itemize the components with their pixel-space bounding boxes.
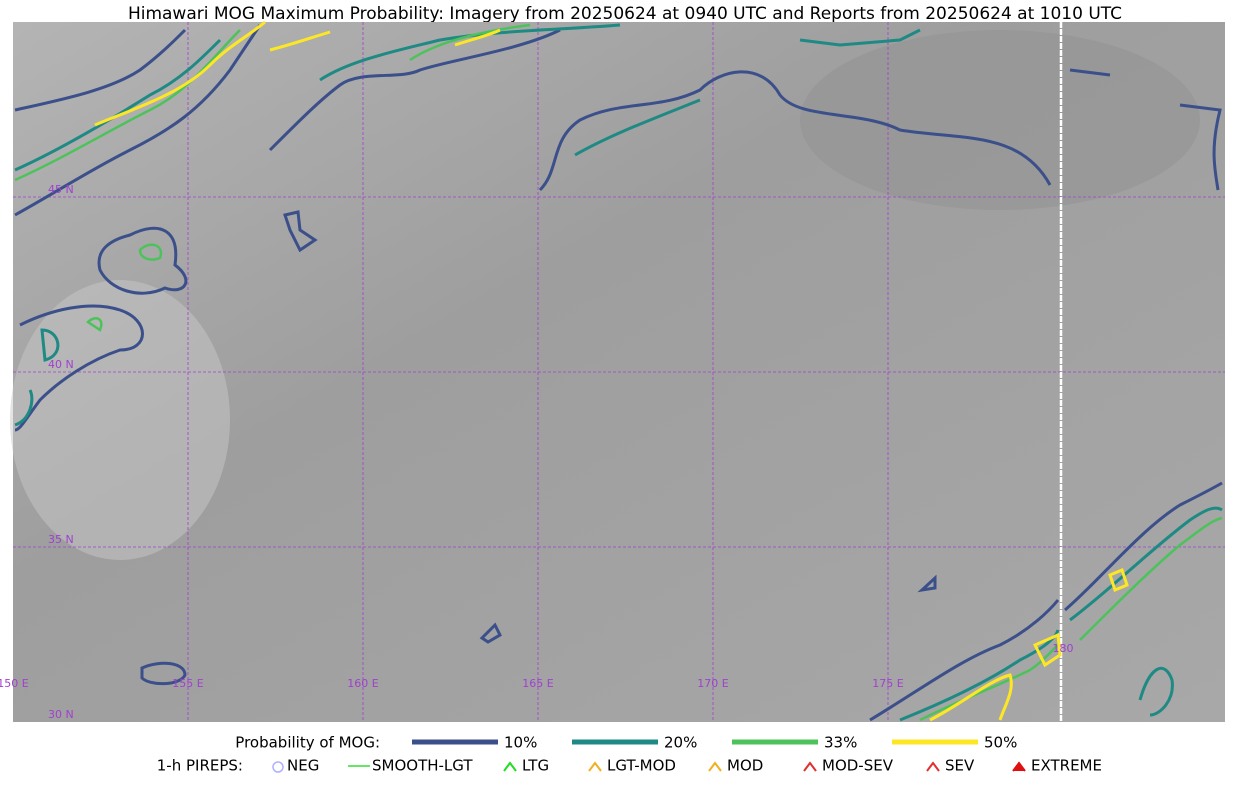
- pirep-label: LTG: [522, 757, 549, 775]
- lon-label: 175 E: [872, 677, 903, 690]
- lat-label: 40 N: [48, 358, 74, 371]
- lon-label: 160 E: [347, 677, 378, 690]
- lat-label: 35 N: [48, 533, 74, 546]
- lon-label: 165 E: [522, 677, 553, 690]
- pirep-label: MOD: [727, 757, 763, 775]
- legend-label: 10%: [504, 734, 537, 752]
- pirep-icon: [272, 761, 284, 773]
- legend-label: 33%: [824, 734, 857, 752]
- pirep-label: LGT-MOD: [607, 757, 676, 775]
- contours: [14, 20, 1223, 722]
- legend-label: 50%: [984, 734, 1017, 752]
- pirep-icon: [926, 761, 940, 772]
- pirep-label: SEV: [945, 757, 975, 775]
- pirep-label: NEG: [287, 757, 319, 775]
- lon-label: 170 E: [697, 677, 728, 690]
- lon-label: 180: [1053, 642, 1074, 655]
- pireps-title: 1-h PIREPS:: [157, 757, 243, 775]
- lat-label: 30 N: [48, 708, 74, 721]
- lon-label: 155 E: [172, 677, 203, 690]
- legend-label: 20%: [664, 734, 697, 752]
- pirep-label: MOD-SEV: [822, 757, 894, 775]
- pirep-label: SMOOTH-LGT: [372, 757, 473, 775]
- grid: [13, 22, 1225, 722]
- lat-label: 45 N: [48, 183, 74, 196]
- dry-region: [800, 30, 1200, 210]
- pirep-icon: [588, 761, 602, 772]
- legend-title: Probability of MOG:: [235, 734, 380, 752]
- pirep-icon: [803, 761, 817, 772]
- pirep-icon: [1012, 761, 1026, 772]
- title: Himawari MOG Maximum Probability: Imager…: [128, 4, 1122, 24]
- cloud: [10, 280, 230, 560]
- pirep-icon: [708, 761, 722, 772]
- pirep-label: EXTREME: [1031, 757, 1102, 775]
- lon-label: 150 E: [0, 677, 29, 690]
- pirep-icon: [503, 761, 517, 772]
